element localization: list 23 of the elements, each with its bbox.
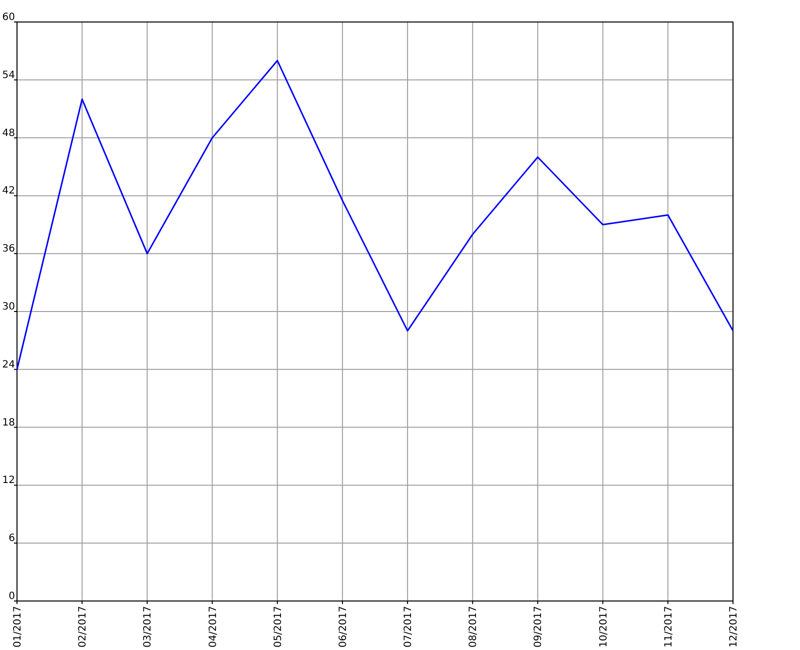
y-tick-label: 54 bbox=[2, 70, 15, 81]
x-tick-label: 11/2017 bbox=[663, 606, 674, 648]
y-tick-label: 0 bbox=[8, 591, 15, 602]
y-tick-label: 24 bbox=[2, 359, 15, 370]
x-tick-label: 01/2017 bbox=[12, 606, 24, 648]
x-tick-label: 10/2017 bbox=[598, 606, 610, 648]
x-tick-label: 02/2017 bbox=[78, 606, 89, 648]
y-tick-label: 30 bbox=[2, 302, 15, 312]
x-tick-label: 09/2017 bbox=[533, 606, 544, 648]
x-tick-label: 05/2017 bbox=[272, 606, 284, 648]
y-tick-label: 42 bbox=[2, 186, 15, 197]
y-tick-label: 48 bbox=[2, 128, 15, 139]
x-tick-label: 04/2017 bbox=[208, 606, 219, 648]
y-tick-label: 18 bbox=[2, 417, 15, 428]
y-tick-label: 60 bbox=[2, 12, 15, 23]
x-tick-label: 12/2017 bbox=[728, 606, 740, 648]
x-tick-label: 07/2017 bbox=[403, 606, 414, 648]
x-tick-label: 06/2017 bbox=[338, 606, 349, 648]
y-tick-label: 6 bbox=[8, 533, 15, 544]
y-tick-label: 12 bbox=[2, 475, 15, 486]
x-tick-label: 03/2017 bbox=[142, 606, 154, 648]
y-tick-label: 36 bbox=[2, 244, 15, 255]
x-tick-label: 08/2017 bbox=[468, 606, 480, 648]
